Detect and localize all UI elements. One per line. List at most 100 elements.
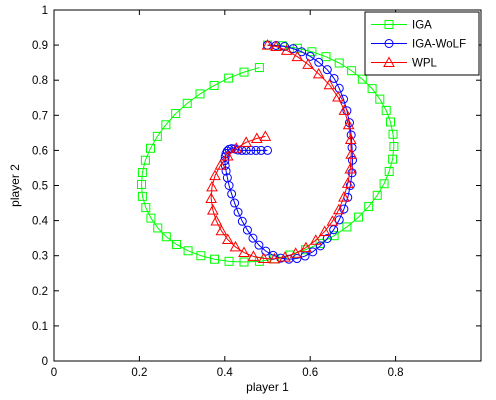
- data-point: [239, 257, 249, 267]
- legend-label: IGA-WoLF: [412, 39, 466, 51]
- data-point: [367, 84, 377, 94]
- data-point: [385, 117, 395, 127]
- data-point: [388, 129, 398, 139]
- data-point: [389, 142, 399, 152]
- data-point: [206, 204, 219, 215]
- data-point: [182, 98, 192, 108]
- data-point: [183, 246, 193, 256]
- data-point: [257, 252, 270, 264]
- data-point: [322, 65, 332, 75]
- data-point: [280, 42, 290, 52]
- x-tick-label: 0.4: [217, 367, 234, 379]
- data-point: [353, 212, 363, 222]
- data-point: [238, 246, 250, 258]
- data-point: [227, 189, 237, 199]
- y-tick-label: 0.8: [32, 75, 48, 87]
- data-point: [323, 78, 336, 90]
- y-tick-label: 0.7: [32, 110, 48, 122]
- data-point: [280, 44, 293, 55]
- data-point: [248, 233, 258, 243]
- data-point: [344, 162, 357, 174]
- x-tick-label: 0.2: [131, 367, 147, 379]
- data-point: [345, 181, 355, 190]
- data-point: [233, 207, 243, 217]
- data-point: [300, 241, 312, 253]
- data-point: [334, 215, 344, 225]
- data-point: [259, 130, 272, 141]
- data-point: [254, 240, 264, 250]
- data-point: [240, 136, 252, 147]
- data-point: [302, 58, 314, 69]
- data-point: [384, 166, 394, 176]
- data-point: [210, 214, 223, 226]
- series-line: [224, 44, 353, 260]
- data-point: [346, 130, 356, 140]
- data-point: [270, 40, 282, 52]
- data-point: [312, 67, 325, 79]
- data-point: [215, 224, 228, 236]
- data-point: [345, 148, 358, 159]
- data-point: [305, 51, 315, 61]
- data-point: [342, 222, 352, 232]
- data-point: [334, 58, 344, 68]
- data-point: [224, 73, 234, 83]
- data-point: [344, 133, 357, 145]
- data-point: [230, 198, 240, 208]
- data-point: [146, 213, 156, 223]
- x-tick-label: 0.6: [302, 367, 318, 379]
- data-point: [344, 118, 354, 128]
- data-point: [161, 120, 171, 130]
- data-point: [239, 67, 249, 77]
- data-point: [171, 109, 181, 119]
- legend-item: IGA-WoLF: [371, 39, 466, 51]
- data-point: [230, 144, 240, 154]
- data-point: [141, 203, 151, 213]
- data-point: [137, 168, 147, 178]
- legend-marker: [384, 39, 394, 48]
- x-axis-label: player 1: [246, 380, 289, 394]
- ticks-layer: 0 0.2 0.4 0.6 0.8 0 0.1 0.2 0.3 0.4 0.5 0.6 0.7 0.8 0.…: [32, 5, 481, 379]
- data-point: [338, 104, 351, 115]
- data-point: [289, 247, 302, 258]
- data-point: [196, 251, 206, 261]
- y-tick-label: 0.2: [32, 286, 48, 298]
- data-point: [221, 233, 234, 245]
- data-point: [291, 50, 304, 62]
- data-point: [222, 173, 232, 183]
- legend: IGA IGA-WoLF WPL: [364, 11, 480, 76]
- data-point: [256, 145, 266, 155]
- data-point: [137, 191, 147, 201]
- data-point: [161, 232, 171, 242]
- data-point: [206, 180, 218, 192]
- data-point: [242, 225, 252, 235]
- data-point: [388, 154, 398, 164]
- data-point: [214, 159, 227, 170]
- data-point: [321, 52, 331, 62]
- data-point: [263, 145, 272, 155]
- legend-marker: [384, 20, 394, 29]
- data-point: [250, 132, 263, 143]
- x-tick-label: 0: [51, 367, 57, 379]
- data-point: [230, 142, 243, 153]
- data-point: [322, 234, 332, 244]
- data-point: [209, 169, 221, 181]
- data-point: [237, 216, 247, 226]
- data-point: [338, 191, 350, 202]
- data-point: [221, 149, 234, 161]
- data-point: [315, 241, 325, 251]
- y-tick-label: 1: [42, 5, 48, 17]
- data-point: [357, 74, 367, 84]
- legend-marker: [383, 56, 395, 67]
- data-point: [172, 239, 182, 249]
- data-point: [379, 179, 389, 189]
- data-point: [375, 94, 385, 104]
- data-point: [140, 155, 150, 165]
- data-point: [261, 246, 271, 256]
- data-point: [268, 252, 281, 264]
- data-point: [372, 190, 382, 200]
- legend-label: WPL: [412, 58, 438, 70]
- data-point: [314, 57, 324, 67]
- series-wpl: [205, 39, 358, 264]
